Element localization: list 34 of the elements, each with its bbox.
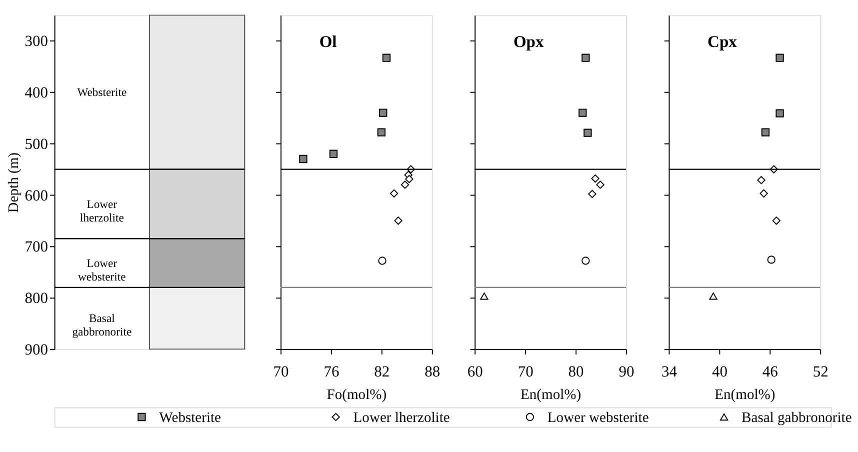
y-tick-label: 900 [24, 341, 48, 358]
y-tick-label: 300 [24, 33, 48, 50]
y-tick-label: 600 [24, 187, 48, 204]
x-tick-label: 90 [618, 364, 635, 381]
x-tick-label: 34 [661, 364, 678, 381]
x-tick-label: 80 [568, 364, 584, 381]
legend-label: Lower websterite [547, 410, 649, 426]
y-tick-label: 500 [24, 136, 48, 153]
series-label: Basal gabbronorite [72, 312, 132, 339]
legend-label: Websterite [159, 410, 222, 426]
y-axis-title: Depth (m) [6, 152, 22, 213]
y-tick-label: 400 [24, 84, 48, 102]
x-axis-title: En(mol%) [520, 387, 582, 404]
text: Websterite [77, 86, 127, 100]
x-tick-label: 70 [518, 364, 534, 381]
text: Ol [319, 32, 338, 52]
x-tick-label: 70 [273, 364, 289, 381]
legend-label: Basal gabbronorite [742, 410, 852, 426]
y-tick-label: 800 [24, 290, 48, 308]
x-tick-label: 52 [812, 364, 828, 381]
x-axis-title: En(mol%) [714, 387, 776, 404]
legend-label: Lower lherzolite [353, 410, 450, 426]
text: Lower lherzolite [80, 198, 124, 224]
x-tick-label: 82 [374, 364, 390, 381]
text: Cpx [708, 32, 738, 52]
x-tick-label: 40 [712, 364, 728, 381]
text: Lower websterite [78, 256, 126, 284]
text: Opx [513, 32, 544, 52]
x-axis-title: Fo(mol%) [326, 387, 387, 404]
y-tick-label: 700 [24, 238, 48, 256]
x-tick-label: 46 [762, 364, 778, 381]
x-tick-label: 76 [324, 364, 340, 381]
x-tick-label: 88 [424, 364, 440, 381]
x-tick-label: 60 [467, 364, 484, 381]
